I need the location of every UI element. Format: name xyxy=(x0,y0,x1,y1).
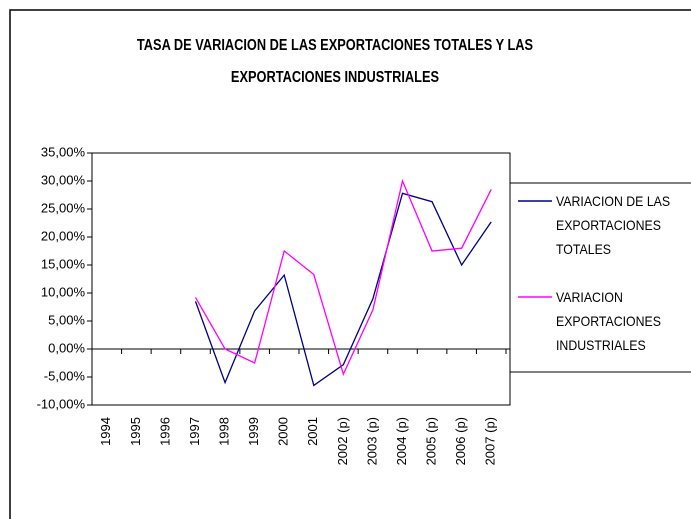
y-tick-label: 35,00% xyxy=(41,144,86,159)
x-tick-label: 1998 xyxy=(217,417,232,446)
y-tick-label: 15,00% xyxy=(41,256,86,271)
x-tick-label: 2004 (p) xyxy=(394,417,409,465)
x-tick-label: 2000 xyxy=(276,417,291,446)
x-tick-label: 1994 xyxy=(98,417,113,446)
series-line xyxy=(194,178,492,377)
x-tick-label: 2007 (p) xyxy=(483,417,498,465)
x-tick-label: 2002 (p) xyxy=(335,417,350,465)
chart-title: TASA DE VARIACION DE LAS EXPORTACIONES T… xyxy=(136,37,534,86)
plot-area xyxy=(91,152,511,406)
y-tick-label: -5,00% xyxy=(44,368,86,383)
y-tick-label: 30,00% xyxy=(41,172,86,187)
x-tick-label: 1997 xyxy=(187,417,202,446)
chart-frame xyxy=(9,9,691,519)
y-tick-label: 0,00% xyxy=(48,340,85,355)
legend-label: VARIACION EXPORTACIONES INDUSTRIALES xyxy=(556,289,661,353)
y-tick-label: 20,00% xyxy=(41,228,86,243)
y-tick-label: 10,00% xyxy=(41,284,86,299)
x-tick-label: 2001 xyxy=(305,417,320,446)
x-tick-label: 2003 (p) xyxy=(364,417,379,465)
y-tick-label: 25,00% xyxy=(41,200,86,215)
x-tick-label: 2005 (p) xyxy=(424,417,439,465)
y-tick-label: 5,00% xyxy=(48,312,85,327)
legend-box xyxy=(509,182,691,373)
y-tick-label: -10,00% xyxy=(37,396,86,411)
x-tick-label: 1999 xyxy=(246,417,261,446)
x-tick-label: 1995 xyxy=(128,417,143,446)
series-line xyxy=(194,192,492,387)
x-tick-label: 1996 xyxy=(157,417,172,446)
x-tick-label: 2006 (p) xyxy=(453,417,468,465)
legend-label: VARIACION DE LAS EXPORTACIONES TOTALES xyxy=(556,193,671,257)
